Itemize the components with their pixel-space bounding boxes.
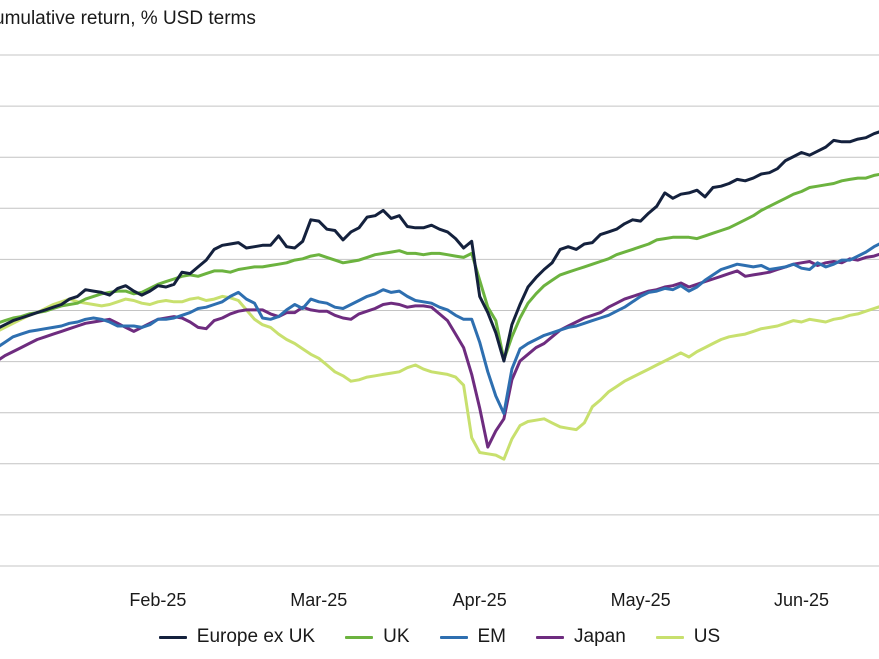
line-chart: Feb-25 Mar-25 Apr-25 May-25 Jun-25 [0, 54, 879, 610]
series-line-em [0, 242, 879, 415]
x-tick-label: Jun-25 [774, 590, 829, 610]
series-line-japan [0, 252, 879, 449]
legend-label: Japan [574, 626, 626, 647]
legend-swatch [655, 635, 684, 639]
gridlines [0, 54, 879, 567]
legend-item: UK [345, 626, 410, 648]
x-axis-tick-labels: Feb-25 Mar-25 Apr-25 May-25 Jun-25 [129, 590, 829, 610]
chart-title: umulative return, % USD terms [0, 8, 256, 29]
legend-item: Europe ex UK [158, 626, 316, 648]
legend-swatch [536, 635, 564, 639]
legend-swatch [158, 635, 187, 639]
legend-label: Europe ex UK [196, 626, 316, 647]
x-tick-label: May-25 [611, 590, 671, 610]
legend-item: Japan [536, 626, 626, 648]
legend: Europe ex UK UK EM Japan US [0, 626, 879, 648]
legend-item: EM [439, 626, 507, 648]
series-line-us [0, 294, 879, 461]
x-tick-label: Mar-25 [290, 590, 347, 610]
legend-label: US [693, 626, 721, 647]
series-line-uk [0, 173, 879, 362]
series-lines [0, 130, 879, 461]
legend-label: EM [477, 626, 507, 647]
x-tick-label: Feb-25 [129, 590, 186, 610]
legend-swatch [439, 635, 468, 639]
legend-item: US [655, 626, 721, 648]
series-line-europe-ex-uk [0, 130, 879, 363]
legend-label: UK [383, 626, 410, 647]
x-tick-label: Apr-25 [453, 590, 507, 610]
legend-swatch [345, 635, 374, 639]
